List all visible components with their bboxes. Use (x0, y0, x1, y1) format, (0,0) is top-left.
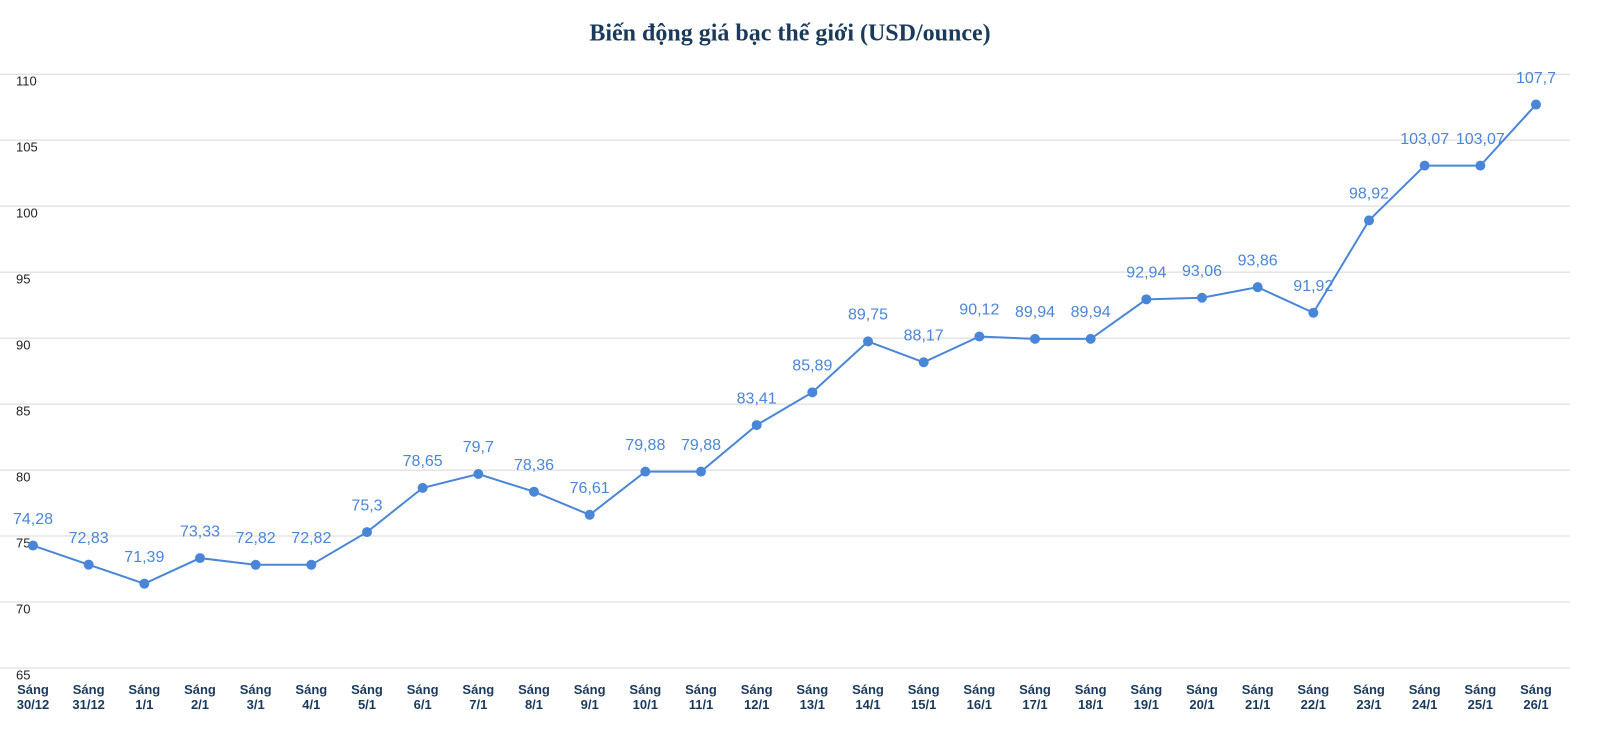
value-label: 103,07 (1400, 131, 1449, 148)
value-label: 72,82 (291, 530, 331, 547)
value-label: 79,88 (681, 437, 721, 454)
point (1475, 160, 1486, 171)
x-tick-label: Sáng 11/1 (685, 682, 717, 712)
point (751, 420, 762, 431)
point (640, 466, 651, 477)
chart-title: Biến động giá bạc thế giới (USD/ounce) (589, 21, 990, 47)
point (863, 336, 873, 347)
point (195, 553, 205, 564)
x-tick-label: Sáng 22/1 (1297, 682, 1330, 712)
x-tick-label: Sáng 8/1 (518, 682, 550, 712)
x-tick-label: Sáng 13/1 (796, 682, 829, 712)
point (696, 466, 706, 477)
value-label: 75,3 (351, 497, 382, 514)
value-label: 107,7 (1516, 70, 1556, 87)
x-tick-label: Sáng 19/1 (1130, 682, 1163, 712)
x-tick-label: Sáng 3/1 (239, 682, 272, 712)
value-label: 79,7 (463, 439, 494, 456)
point (83, 559, 94, 570)
value-label: 74,28 (13, 511, 53, 528)
y-tick-label: 70 (16, 601, 30, 616)
x-tick-label: Sáng 15/1 (907, 682, 940, 712)
value-label: 98,92 (1349, 186, 1389, 203)
x-tick-label: Sáng 6/1 (406, 682, 439, 712)
value-label: 93,06 (1182, 263, 1222, 280)
point (1197, 292, 1207, 303)
x-tick-label: Sáng 25/1 (1464, 682, 1497, 712)
point (1364, 215, 1374, 226)
x-tick-label: Sáng 21/1 (1241, 682, 1274, 712)
value-label: 79,88 (625, 437, 665, 454)
value-label: 72,82 (236, 530, 276, 547)
point (362, 527, 372, 538)
x-tick-label: Sáng 14/1 (852, 682, 884, 712)
x-tick-label: Sáng 9/1 (573, 682, 606, 712)
y-tick-label: 100 (16, 206, 38, 221)
point (1141, 294, 1152, 305)
x-tick-label: Sáng 16/1 (963, 682, 996, 712)
x-tick-label: Sáng 20/1 (1186, 682, 1218, 712)
value-label: 83,41 (737, 390, 777, 407)
point (1308, 307, 1319, 318)
x-tick-label: Sáng 7/1 (462, 682, 495, 712)
x-tick-label: Sáng 30/12 (16, 682, 50, 712)
point (1085, 333, 1096, 344)
value-label: 90,12 (959, 302, 999, 319)
x-tick-label: Sáng 18/1 (1074, 682, 1107, 712)
value-label: 93,86 (1238, 252, 1278, 269)
point (584, 509, 595, 520)
point (306, 559, 317, 570)
value-label: 76,61 (570, 480, 610, 497)
value-label: 85,89 (792, 358, 832, 375)
point (250, 559, 261, 570)
point (1419, 160, 1430, 171)
value-label: 91,92 (1293, 278, 1333, 295)
value-label: 92,94 (1126, 265, 1166, 282)
line (32, 103, 1537, 585)
value-label: 88,17 (904, 327, 944, 344)
y-tick-label: 80 (16, 470, 30, 485)
value-label: 78,65 (403, 453, 443, 470)
y-tick-label: 85 (16, 404, 30, 419)
point (529, 486, 539, 497)
point (417, 482, 428, 493)
point (918, 357, 929, 368)
y-tick-label: 65 (16, 667, 30, 682)
value-label: 89,75 (848, 307, 888, 324)
point (807, 387, 818, 398)
point (139, 578, 150, 589)
x-tick-label: Sáng 17/1 (1019, 682, 1051, 712)
value-label: 89,94 (1015, 304, 1055, 321)
x-tick-label: Sáng 26/1 (1520, 682, 1552, 712)
value-label: 78,36 (514, 457, 554, 474)
x-tick-label: Sáng 5/1 (351, 682, 383, 712)
point (1252, 282, 1263, 293)
x-tick-label: Sáng 12/1 (740, 682, 773, 712)
y-tick-label: 110 (16, 74, 37, 89)
value-label: 73,33 (180, 523, 220, 540)
y-tick-label: 105 (16, 140, 38, 155)
value-label: 103,07 (1456, 131, 1505, 148)
value-label: 89,94 (1071, 304, 1111, 321)
x-tick-label: Sáng 24/1 (1408, 682, 1441, 712)
point (28, 540, 38, 551)
value-label: 71,39 (124, 549, 164, 566)
x-tick-label: Sáng 2/1 (184, 682, 216, 712)
point (473, 469, 484, 480)
x-tick-label: Sáng 31/12 (72, 682, 105, 712)
y-tick-label: 90 (16, 338, 30, 353)
x-tick-label: Sáng 1/1 (128, 682, 161, 712)
value-label: 72,83 (69, 530, 109, 547)
x-tick-label: Sáng 10/1 (629, 682, 662, 712)
point (1531, 99, 1541, 110)
x-tick-label: Sáng 4/1 (295, 682, 328, 712)
y-tick-label: 95 (16, 272, 30, 287)
point (1030, 333, 1040, 344)
x-tick-label: Sáng 23/1 (1353, 682, 1385, 712)
point (974, 331, 985, 342)
y-tick-label: 75 (16, 535, 30, 550)
